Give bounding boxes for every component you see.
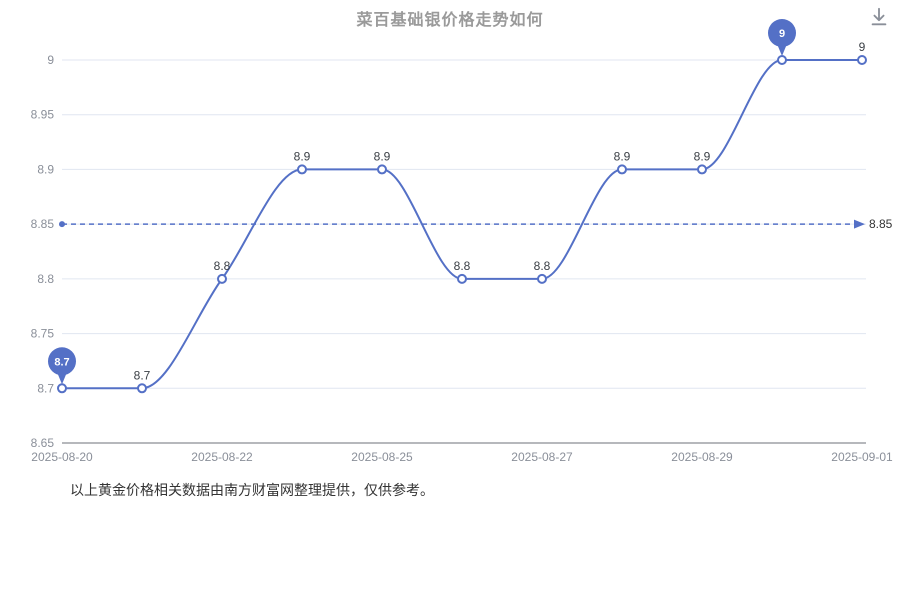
data-point[interactable] (297, 164, 307, 175)
point-label: 8.9 (374, 149, 391, 163)
x-axis-label: 2025-08-22 (191, 450, 253, 464)
data-point[interactable] (777, 55, 787, 65)
point-label: 8.9 (294, 149, 311, 163)
markline-label: 8.85 (869, 217, 893, 231)
data-point[interactable] (57, 383, 67, 394)
y-axis-label: 8.75 (31, 327, 55, 341)
data-point[interactable] (457, 273, 467, 284)
y-axis-label: 8.85 (31, 217, 55, 231)
max-markpoint-label: 9 (779, 28, 785, 40)
x-axis-label: 2025-09-01 (831, 450, 893, 464)
data-point[interactable] (377, 164, 387, 175)
y-axis-label: 8.7 (37, 381, 54, 395)
min-markpoint-pin (48, 347, 76, 376)
point-label: 8.9 (694, 149, 711, 163)
x-axis-label: 2025-08-25 (351, 450, 413, 464)
point-label: 8.8 (534, 259, 551, 273)
point-label: 8.8 (214, 259, 231, 273)
point-label: 8.9 (614, 149, 631, 163)
point-label: 8.8 (454, 259, 471, 273)
y-axis-label: 8.8 (37, 272, 54, 286)
x-axis-label: 2025-08-29 (671, 450, 733, 464)
download-icon[interactable] (868, 6, 890, 28)
y-axis-label: 8.9 (37, 162, 54, 176)
max-markpoint-pin (768, 19, 796, 47)
y-axis-label: 8.95 (31, 108, 55, 122)
download-icon-glyph (871, 7, 887, 26)
min-markpoint-label: 8.7 (54, 356, 69, 368)
price-line (61, 58, 863, 390)
y-axis-label: 9 (47, 53, 54, 67)
chart-title: 菜百基础银价格走势如何 (356, 12, 544, 29)
x-axis-label: 2025-08-27 (511, 450, 573, 464)
markline-arrow (854, 219, 865, 229)
data-point[interactable] (857, 55, 867, 65)
y-axis-label: 8.65 (31, 436, 55, 450)
data-point[interactable] (537, 273, 547, 284)
data-point[interactable] (217, 273, 227, 284)
data-point[interactable] (137, 383, 147, 394)
data-point[interactable] (697, 164, 707, 175)
disclaimer-text: 以上黄金价格相关数据由南方财富网整理提供，仅供参考。 (70, 482, 434, 498)
point-label: 9 (859, 40, 866, 54)
point-label: 8.7 (134, 368, 151, 382)
x-axis-label: 2025-08-20 (31, 450, 93, 464)
data-point[interactable] (617, 164, 627, 175)
